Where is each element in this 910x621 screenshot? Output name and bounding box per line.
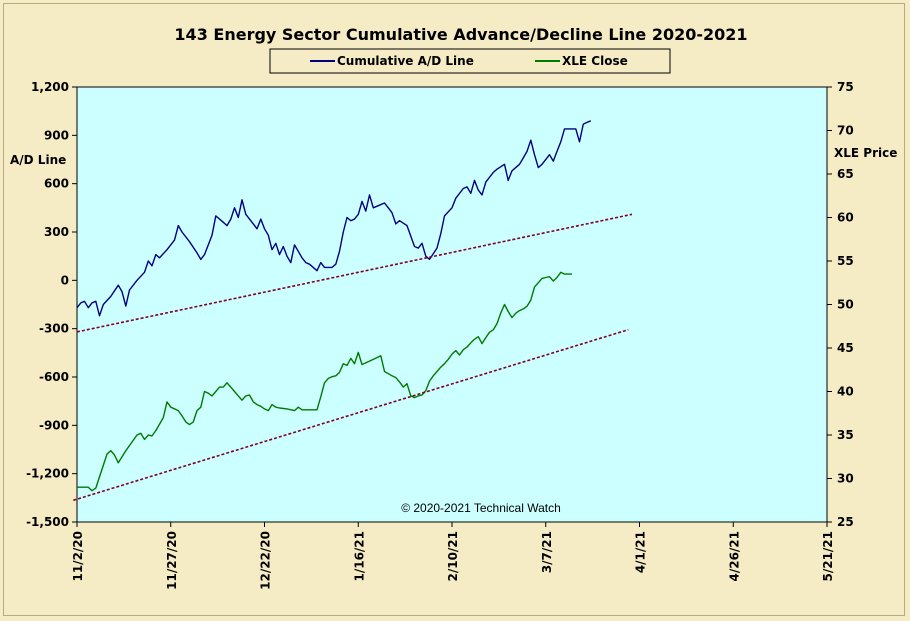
legend-label-ad: Cumulative A/D Line	[337, 54, 474, 68]
right-axis-label: XLE Price	[834, 146, 897, 160]
ad-trend-line	[76, 213, 633, 333]
x-tick-label: 12/22/20	[259, 531, 273, 590]
left-tick-label: 900	[44, 128, 69, 142]
x-tick-label: 4/1/21	[634, 531, 648, 573]
chart-frame: 143 Energy Sector Cumulative Advance/Dec…	[3, 3, 905, 616]
x-tick-label: 11/2/20	[71, 531, 85, 582]
left-tick-label: 600	[44, 177, 69, 191]
left-tick-label: 0	[61, 273, 69, 287]
right-tick-label: 55	[837, 254, 854, 268]
right-tick-label: 60	[837, 211, 854, 225]
right-tick-label: 45	[837, 341, 854, 355]
left-tick-label: 300	[44, 225, 69, 239]
x-tick-label: 2/10/21	[446, 531, 460, 582]
right-tick-label: 70	[837, 124, 854, 138]
x-tick-label: 3/7/21	[540, 531, 554, 573]
x-tick-label: 4/26/21	[727, 531, 741, 582]
left-tick-label: 1,200	[31, 80, 69, 94]
right-axis: 75 70 65 60 55 50 45 40 35 30 25	[827, 80, 854, 529]
series-layer	[73, 120, 633, 502]
chart: 143 Energy Sector Cumulative Advance/Dec…	[10, 25, 897, 590]
right-tick-label: 50	[837, 298, 854, 312]
x-tick-label: 1/16/21	[352, 531, 366, 582]
right-tick-label: 75	[837, 80, 854, 94]
legend: Cumulative A/D Line XLE Close	[269, 48, 671, 74]
right-tick-label: 30	[837, 472, 854, 486]
left-tick-label: -1,200	[26, 467, 69, 481]
right-tick-label: 65	[837, 167, 854, 181]
x-tick-label: 11/27/20	[165, 531, 179, 590]
plot-area	[76, 86, 828, 523]
copyright-text: © 2020-2021 Technical Watch	[401, 501, 561, 515]
legend-box	[269, 48, 671, 74]
chart-title: 143 Energy Sector Cumulative Advance/Dec…	[174, 25, 747, 44]
left-tick-label: -600	[39, 370, 69, 384]
left-tick-label: -300	[39, 322, 69, 336]
ad-line	[76, 120, 592, 317]
x-tick-label: 5/21/21	[821, 531, 835, 582]
xle-trend-line	[73, 328, 629, 502]
right-tick-label: 25	[837, 515, 854, 529]
legend-label-xle: XLE Close	[562, 54, 628, 68]
left-axis: 1,200 900 600 300 0 -300 -600 -900 -1,200 -1,500	[26, 80, 77, 529]
x-axis: 11/2/20 11/27/20 12/22/20 1/16/21 2/10/21 3/7…	[71, 522, 835, 590]
right-tick-label: 35	[837, 428, 854, 442]
left-tick-label: -900	[39, 418, 69, 432]
left-tick-label: -1,500	[26, 515, 69, 529]
left-axis-label: A/D Line	[10, 153, 66, 167]
xle-close-line	[77, 271, 572, 492]
right-tick-label: 40	[837, 385, 854, 399]
